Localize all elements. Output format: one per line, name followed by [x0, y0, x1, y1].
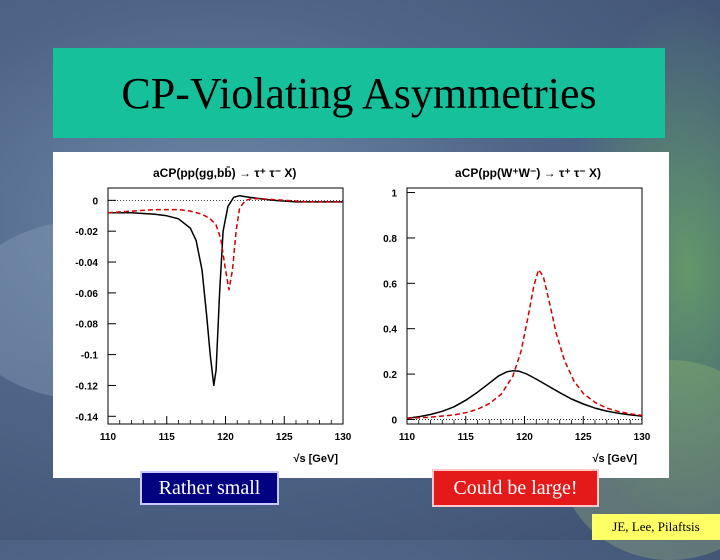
- x-tick-label: 110: [399, 432, 416, 443]
- y-tick-label: 0.4: [383, 325, 397, 336]
- x-tick-label: 130: [335, 432, 352, 443]
- y-tick-label: -0.08: [75, 320, 98, 331]
- y-tick-label: -0.06: [75, 289, 98, 300]
- x-tick-label: 125: [575, 432, 592, 443]
- y-tick-label: 0: [391, 415, 397, 426]
- y-tick-label: 0.2: [383, 370, 397, 381]
- slide-title: CP-Violating Asymmetries: [121, 68, 597, 118]
- x-tick-label: 115: [159, 432, 176, 443]
- author-credit: JE, Lee, Pilaftsis: [592, 514, 720, 540]
- x-tick-label: 110: [100, 432, 117, 443]
- y-tick-label: 0.6: [383, 279, 397, 290]
- plot-frame: [406, 187, 643, 425]
- x-axis-label: √s [GeV]: [592, 453, 637, 465]
- x-tick-label: 130: [634, 432, 651, 443]
- x-tick-label: 125: [276, 432, 293, 443]
- series-red-dashed-line: [107, 198, 343, 291]
- y-tick-label: -0.04: [75, 258, 98, 269]
- title-banner: CP-Violating Asymmetries: [53, 48, 665, 138]
- y-tick-label: -0.02: [75, 227, 98, 238]
- series-black-solid-line: [108, 194, 343, 387]
- callout-rather-small: Rather small: [140, 471, 279, 505]
- y-tick-label: -0.14: [75, 412, 98, 423]
- y-tick-label: -0.1: [81, 351, 99, 362]
- chart-2: aCP(pp(W⁺W⁻) → τ⁺ τ⁻ X) 1 0.8 0.6 0.4 0.2 0110…: [383, 166, 651, 465]
- y-tick-label: 1: [391, 189, 397, 200]
- plot-panel: aCP(pp(gg,bb̄) → τ⁺ τ⁻ X) 0 -0.02 -0.04 -0.0…: [53, 152, 669, 478]
- x-axis-label: √s [GeV]: [293, 453, 338, 465]
- y-tick-label: 0: [92, 196, 98, 207]
- x-tick-label: 120: [516, 432, 533, 443]
- chart-title: aCP(pp(W⁺W⁻) → τ⁺ τ⁻ X): [455, 166, 601, 180]
- series-black-solid-line: [406, 369, 643, 420]
- x-tick-label: 120: [217, 432, 234, 443]
- chart-1: aCP(pp(gg,bb̄) → τ⁺ τ⁻ X) 0 -0.02 -0.04 -0.0…: [75, 166, 352, 465]
- chart-title: aCP(pp(gg,bb̄) → τ⁺ τ⁻ X): [153, 166, 296, 180]
- charts-svg: aCP(pp(gg,bb̄) → τ⁺ τ⁻ X) 0 -0.02 -0.04 -0.0…: [75, 166, 651, 465]
- callout-could-be-large: Could be large!: [432, 469, 599, 507]
- series-red-dashed-line: [406, 268, 643, 420]
- plot-frame: [107, 187, 344, 425]
- y-tick-label: -0.12: [75, 381, 98, 392]
- y-tick-label: 0.8: [383, 234, 397, 245]
- x-tick-label: 115: [458, 432, 475, 443]
